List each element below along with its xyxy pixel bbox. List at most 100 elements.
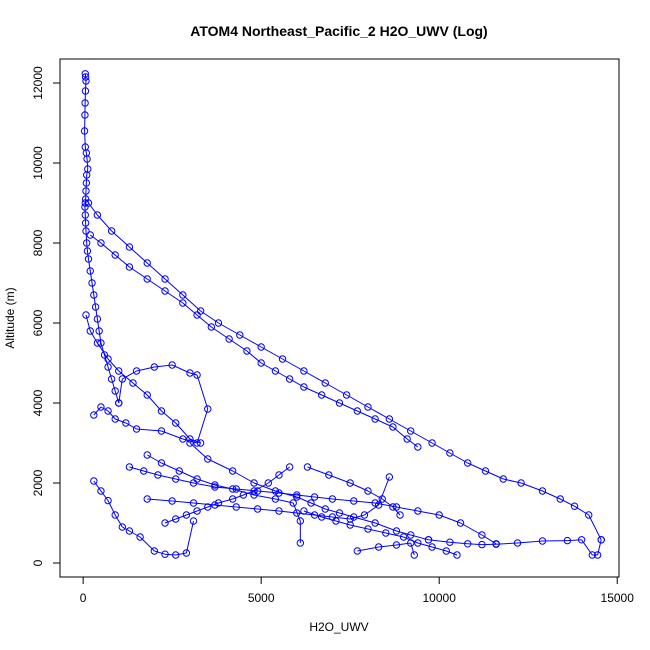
data-point: [232, 503, 240, 511]
data-point: [300, 367, 308, 375]
data-point: [157, 407, 166, 415]
data-point: [196, 439, 205, 447]
data-point: [346, 515, 354, 523]
data-point: [161, 275, 169, 283]
series-segment: [396, 530, 411, 536]
series-segment: [114, 390, 120, 404]
series-segment: [100, 490, 109, 501]
data-point: [257, 343, 265, 351]
data-point: [83, 171, 91, 179]
data-point: [82, 77, 90, 85]
data-point: [407, 427, 415, 435]
data-point: [132, 367, 141, 375]
y-tick-label: 6000: [31, 309, 45, 336]
data-point: [86, 231, 94, 239]
data-point: [243, 347, 251, 355]
data-point: [236, 331, 244, 339]
data-point: [414, 443, 422, 451]
data-point: [83, 239, 91, 247]
series-segment: [275, 370, 290, 380]
data-point: [271, 367, 280, 375]
data-point: [478, 531, 486, 539]
data-point: [228, 495, 237, 503]
data-point: [414, 539, 422, 547]
series-segment: [196, 374, 209, 410]
data-point: [289, 499, 297, 507]
data-point: [364, 525, 372, 533]
series-segment: [154, 550, 166, 555]
series-segment: [86, 242, 88, 252]
series-segment: [260, 346, 283, 360]
series-segment: [588, 514, 602, 541]
data-point: [271, 487, 280, 495]
series-segment: [439, 514, 461, 524]
data-point: [442, 547, 451, 555]
data-point: [82, 187, 90, 195]
data-point: [492, 540, 500, 548]
series-segment: [114, 514, 123, 528]
data-point: [517, 479, 525, 487]
data-point: [125, 263, 134, 271]
data-point: [585, 511, 593, 519]
data-point: [456, 519, 465, 527]
data-point: [275, 471, 283, 479]
data-point: [428, 439, 436, 447]
data-point: [111, 387, 119, 395]
series-segment: [396, 542, 411, 546]
series-segment: [597, 539, 602, 556]
data-point: [389, 423, 397, 431]
data-point: [392, 541, 401, 549]
data-point: [161, 550, 169, 558]
series-group: [161, 463, 294, 527]
data-point: [250, 491, 258, 499]
data-point: [136, 533, 144, 541]
data-point: [296, 517, 305, 525]
data-point: [104, 363, 112, 371]
data-point: [293, 493, 301, 501]
series-segment: [175, 552, 187, 556]
series-segment: [431, 546, 447, 552]
data-point: [193, 507, 201, 515]
series-segment: [381, 498, 394, 508]
data-point: [143, 391, 151, 399]
data-point: [214, 499, 223, 507]
y-tick-label: 12000: [31, 66, 45, 100]
data-point: [410, 551, 418, 559]
series-group: [125, 463, 500, 548]
data-point: [172, 551, 180, 559]
data-point: [81, 70, 89, 78]
series-segment: [88, 202, 98, 216]
series-segment: [410, 542, 415, 556]
data-point: [513, 539, 522, 547]
data-point: [189, 517, 198, 525]
series-segment: [107, 500, 116, 516]
data-point: [91, 303, 100, 311]
series-segment: [85, 230, 88, 244]
data-point: [271, 495, 280, 503]
data-point: [570, 502, 579, 510]
data-point: [478, 540, 486, 549]
series-segment: [520, 482, 543, 492]
series-layer: [80, 70, 605, 559]
data-point: [90, 411, 98, 419]
data-point: [407, 539, 415, 547]
series-group: [82, 311, 205, 447]
series-segment: [406, 438, 419, 448]
data-point: [253, 505, 262, 513]
data-point: [407, 531, 415, 539]
data-point: [204, 503, 212, 511]
data-point: [310, 493, 319, 501]
data-point: [328, 495, 337, 503]
data-point: [293, 491, 301, 499]
data-point: [453, 551, 461, 559]
series-segment: [567, 539, 582, 542]
data-point: [346, 479, 354, 487]
series-group: [143, 473, 394, 523]
data-point: [403, 435, 411, 443]
data-point: [378, 495, 386, 503]
data-point: [385, 473, 394, 481]
data-point: [143, 259, 151, 267]
series-segment: [122, 370, 137, 380]
data-point: [193, 371, 201, 379]
